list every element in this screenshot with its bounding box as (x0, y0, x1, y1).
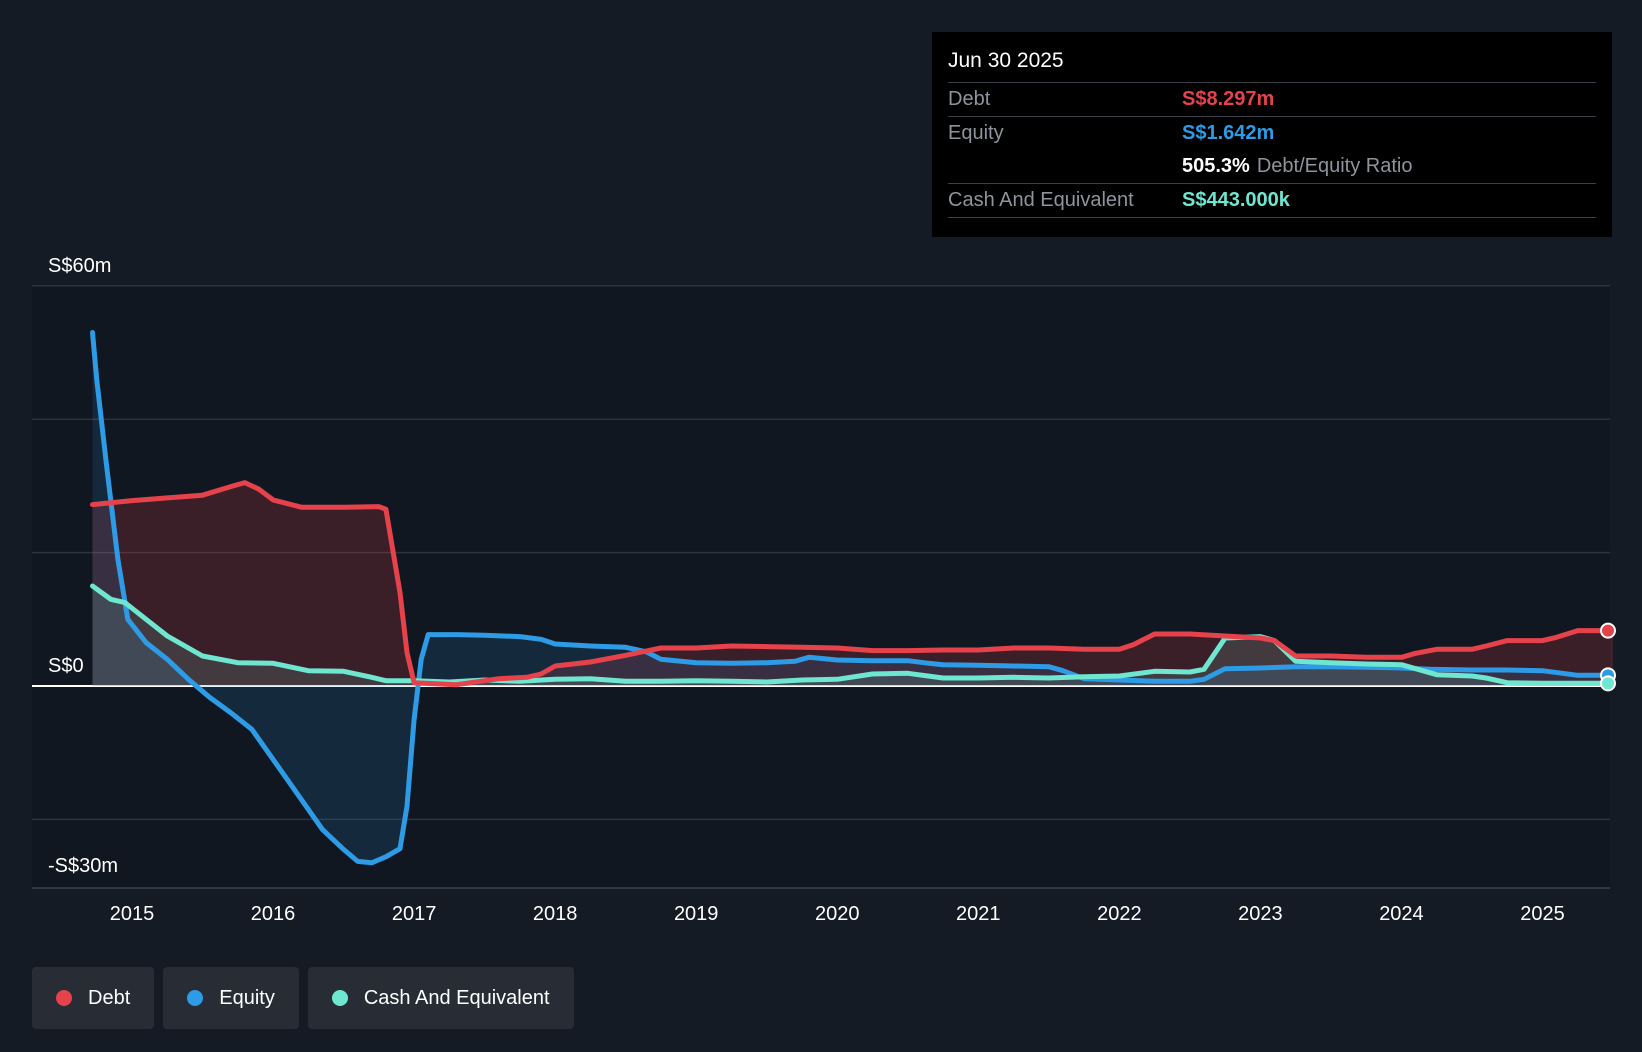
tooltip-ratio: 505.3% Debt/Equity Ratio (1182, 150, 1412, 183)
tooltip-cash-value: S$443.000k (1182, 189, 1290, 211)
tooltip-ratio-spacer (948, 150, 1182, 183)
x-tick-label: 2021 (956, 903, 1001, 925)
line-equity (90, 330, 1616, 866)
tooltip-date: Jun 30 2025 (948, 46, 1596, 83)
cash-dot-icon (331, 990, 348, 1006)
x-tick-label: 2019 (674, 903, 719, 925)
y-tick-label: S$0 (48, 655, 84, 677)
x-tick-label: 2015 (110, 903, 155, 925)
chart-legend: Debt Equity Cash And Equivalent (32, 967, 574, 1029)
x-tick-label: 2024 (1379, 903, 1424, 925)
x-tick-label: 2020 (815, 903, 860, 925)
line-cash-and-equivalent (90, 583, 1616, 686)
x-tick-label: 2023 (1238, 903, 1283, 925)
equity-dot-icon (187, 990, 204, 1006)
y-axis-labels: S$60m S$0 -S$30m (48, 255, 118, 877)
x-tick-label: 2025 (1520, 903, 1565, 925)
endpoint-cash-and-equivalent[interactable] (1600, 675, 1616, 692)
debt-dot-icon (56, 990, 72, 1006)
legend-item-equity[interactable]: Equity (163, 967, 299, 1029)
x-tick-label: 2018 (533, 903, 578, 925)
tooltip-equity-value: S$1.642m (1182, 122, 1275, 144)
legend-item-cash[interactable]: Cash And Equivalent (307, 967, 574, 1029)
y-tick-label: S$60m (48, 255, 111, 277)
tooltip-row-cash: Cash And Equivalent S$443.000k (948, 184, 1596, 218)
tooltip-row-debt: Debt S$8.297m (948, 83, 1596, 117)
legend-debt-label: Debt (88, 986, 131, 1009)
tooltip-panel: Jun 30 2025 Debt S$8.297m Equity S$1.642… (932, 32, 1612, 237)
tooltip-cash-label: Cash And Equivalent (948, 189, 1134, 211)
legend-item-debt[interactable]: Debt (32, 967, 155, 1029)
tooltip-equity-label: Equity (948, 122, 1004, 144)
x-tick-label: 2017 (392, 903, 437, 925)
area-cash-and-equivalent (92, 586, 1613, 686)
x-axis-labels: 2015 2016 2017 2018 2019 2020 2021 2022 2023 2024… (110, 903, 1565, 925)
x-tick-label: 2022 (1097, 903, 1142, 925)
endpoint-debt[interactable] (1600, 622, 1616, 639)
tooltip-ratio-value: 505.3% (1182, 155, 1250, 177)
legend-cash-label: Cash And Equivalent (363, 986, 550, 1009)
tooltip-debt-label: Debt (948, 88, 991, 110)
line-debt (90, 480, 1616, 688)
legend-equity-label: Equity (219, 986, 275, 1009)
tooltip-row-equity: Equity S$1.642m (948, 117, 1596, 150)
tooltip-debt-value: S$8.297m (1182, 88, 1275, 110)
x-tick-label: 2016 (251, 903, 296, 925)
y-tick-label: -S$30m (48, 855, 118, 877)
series-endpoints[interactable] (1600, 622, 1616, 692)
tooltip-row-ratio: 505.3% Debt/Equity Ratio (948, 150, 1596, 184)
series-lines (90, 330, 1616, 866)
tooltip-ratio-label: Debt/Equity Ratio (1256, 155, 1413, 177)
